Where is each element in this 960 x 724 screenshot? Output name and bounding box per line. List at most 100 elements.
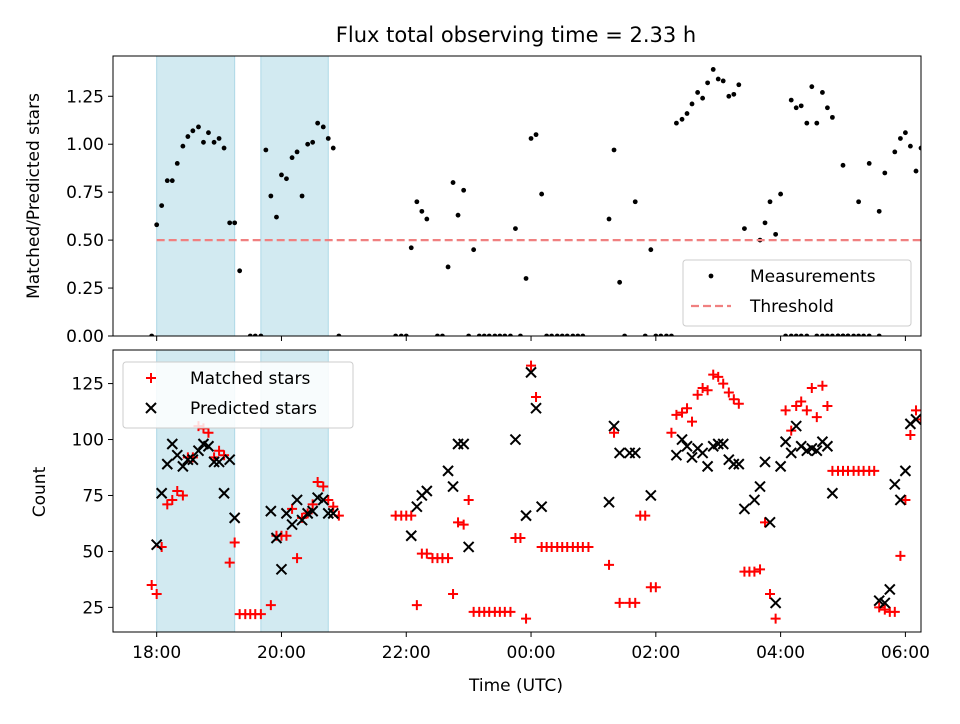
bottom-matched-star-point <box>687 416 698 427</box>
top-measurement-point <box>929 253 934 258</box>
top-measurement-point <box>793 105 799 111</box>
top-measurement-point <box>918 145 921 151</box>
top-measurement-point <box>263 147 269 153</box>
bottom-matched-star-point <box>151 588 162 599</box>
bottom-matched-star-point <box>920 436 921 439</box>
top-measurement-point <box>840 333 846 336</box>
bottom-matched-star-point <box>255 609 266 620</box>
top-measurement-point <box>523 276 529 281</box>
top-measurement-point <box>882 170 888 176</box>
top-measurement-point <box>705 80 711 86</box>
top-measurement-point <box>715 76 721 82</box>
top-measurement-point <box>648 247 654 253</box>
bottom-matched-star-point <box>526 360 537 371</box>
bottom-matched-star-point <box>203 427 214 438</box>
bottom-matched-star-point <box>614 597 625 608</box>
top-measurement-point <box>149 333 155 336</box>
top-measurement-point <box>559 333 565 336</box>
top-measurement-point <box>720 78 726 84</box>
top-legend-label: Threshold <box>749 297 834 317</box>
top-measurement-point <box>866 160 872 166</box>
top-measurement-point <box>310 139 316 145</box>
top-measurement-point <box>742 226 747 232</box>
top-measurement-point <box>435 333 440 336</box>
bottom-matched-star-point <box>146 580 157 590</box>
top-measurement-point <box>736 82 742 88</box>
top-measurement-point <box>622 333 628 336</box>
bottom-matched-star-point <box>312 477 323 488</box>
bottom-predicted-star-point <box>322 507 334 520</box>
bottom-matched-star-point <box>916 414 921 425</box>
top-measurement-point <box>788 333 794 336</box>
bottom-predicted-star-point <box>894 494 907 506</box>
top-measurement-point <box>804 333 810 336</box>
bottom-matched-star-point <box>458 519 469 530</box>
top-measurement-point <box>284 176 289 182</box>
top-measurement-point <box>539 191 545 197</box>
top-measurement-point <box>528 136 534 141</box>
bottom-matched-star-point <box>583 541 594 552</box>
bottom-matched-star-point <box>927 502 937 512</box>
top-y-axis-label: Matched/Predicted stars <box>24 93 44 299</box>
bottom-y-tick-label: 75 <box>82 486 104 506</box>
bottom-matched-star-point <box>733 398 744 409</box>
bottom-matched-star-point <box>287 503 298 514</box>
bottom-predicted-star-point <box>910 413 921 426</box>
top-measurement-point <box>570 333 576 336</box>
bottom-predicted-star-point <box>937 531 947 541</box>
top-measurement-point <box>154 222 160 228</box>
bottom-predicted-star-point <box>525 366 537 379</box>
bottom-matched-star-point <box>937 553 947 563</box>
bottom-matched-star-point <box>692 389 703 400</box>
top-measurement-point <box>866 333 872 336</box>
bottom-matched-star-point <box>421 548 432 559</box>
x-tick-label: 00:00 <box>507 643 556 663</box>
bottom-predicted-star-point <box>670 449 683 461</box>
bottom-predicted-star-point <box>681 440 693 452</box>
x-tick-label: 22:00 <box>382 643 431 663</box>
top-measurement-point <box>856 199 862 205</box>
bottom-plot-area <box>146 360 947 624</box>
bottom-y-tick-label: 100 <box>72 431 104 451</box>
top-measurement-point <box>424 216 430 222</box>
bottom-matched-star-point <box>453 517 464 528</box>
bottom-matched-star-point <box>702 385 713 396</box>
bottom-predicted-star-point <box>411 500 423 513</box>
bottom-matched-star-point <box>895 550 906 561</box>
bottom-predicted-star-point <box>889 478 901 490</box>
bottom-predicted-star-point <box>769 597 782 609</box>
bottom-predicted-star-point <box>535 500 548 513</box>
bottom-predicted-star-point <box>155 487 168 499</box>
top-measurement-point <box>227 220 233 226</box>
bottom-matched-star-point <box>822 400 833 411</box>
bottom-predicted-star-point <box>879 597 891 609</box>
top-measurement-point <box>726 93 732 99</box>
top-measurement-point <box>174 160 180 166</box>
top-measurement-point <box>913 168 919 174</box>
top-measurement-point <box>830 333 835 336</box>
top-measurement-point <box>466 333 472 336</box>
bottom-y-axis-label: Count <box>30 466 50 517</box>
bottom-matched-star-point <box>229 537 240 548</box>
bottom-matched-star-point <box>713 371 724 382</box>
bottom-matched-star-point <box>172 486 183 496</box>
top-measurement-point <box>564 333 570 336</box>
top-measurement-point <box>924 174 929 179</box>
bottom-predicted-star-point <box>202 440 215 452</box>
bottom-y-tick-label: 125 <box>72 375 104 395</box>
top-measurement-point <box>533 132 539 138</box>
top-measurement-point <box>840 162 846 168</box>
bottom-matched-star-point <box>932 423 942 433</box>
bottom-predicted-star-point <box>161 458 173 470</box>
bottom-matched-star-point <box>265 600 276 611</box>
bottom-predicted-star-point <box>270 532 283 544</box>
bottom-matched-star-point <box>443 553 454 564</box>
bottom-legend-label: Predicted stars <box>190 399 317 419</box>
bottom-predicted-star-point <box>785 447 797 459</box>
bottom-predicted-star-point <box>927 477 937 487</box>
bottom-matched-star-point <box>708 369 719 380</box>
bottom-matched-star-point <box>162 499 173 510</box>
bottom-predicted-star-point <box>790 420 802 432</box>
bottom-matched-star-point <box>718 378 729 389</box>
